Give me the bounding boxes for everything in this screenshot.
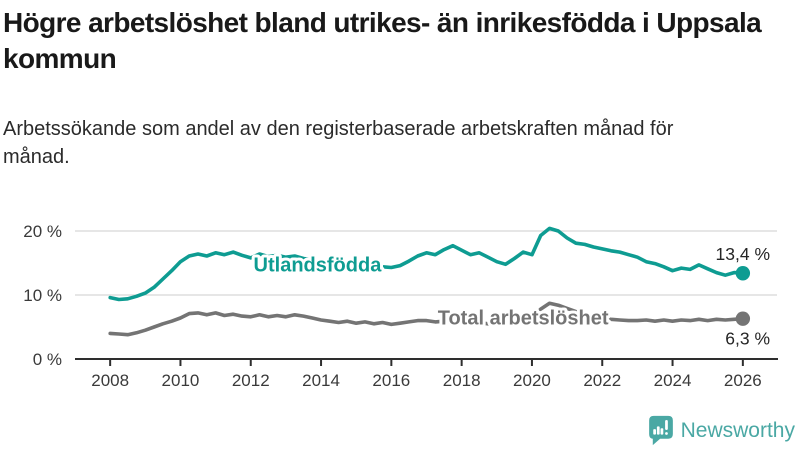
y-tick-label: 10 % — [23, 286, 62, 305]
x-tick-label: 2012 — [232, 371, 270, 390]
x-tick-label: 2014 — [302, 371, 340, 390]
x-tick-label: 2020 — [513, 371, 551, 390]
x-tick-label: 2010 — [162, 371, 200, 390]
series-value-label-utlandsfodda: 13,4 % — [716, 244, 770, 264]
newsworthy-wordmark: Newsworthy — [680, 419, 795, 442]
series-endpoint-utlandsfodda — [735, 266, 751, 281]
line-chart-canvas: 0 % 10 % 20 % Utlandsfödda Total arbetslöshe… — [23, 222, 778, 390]
x-axis: 2008 2010 2012 2014 2016 2018 2020 2022 2024 2026 — [75, 358, 778, 390]
newsworthy-speech-bubble-bar-chart-icon — [648, 415, 673, 446]
x-tick-label: 2018 — [443, 371, 481, 390]
y-tick-label: 20 % — [23, 222, 62, 241]
series-endpoint-total-arbetsloshet — [735, 311, 751, 326]
y-tick-label: 0 % — [33, 350, 62, 369]
chart-subtitle: Arbetssökande som andel av den registerb… — [3, 118, 674, 168]
series-label-utlandsfodda: Utlandsfödda — [254, 254, 383, 276]
x-tick-label: 2022 — [583, 371, 621, 390]
x-tick-label: 2026 — [724, 371, 762, 390]
series-label-total-arbetsloshet: Total arbetslöshet — [438, 307, 609, 329]
x-tick-label: 2008 — [91, 371, 129, 390]
newsworthy-logo[interactable]: Newsworthy — [648, 414, 795, 447]
y-axis-labels: 0 % 10 % 20 % — [23, 222, 62, 369]
series-line-utlandsfodda — [108, 226, 745, 302]
x-tick-label: 2024 — [654, 371, 692, 390]
x-tick-label: 2016 — [372, 371, 410, 390]
chart-title: Högre arbetslöshet bland utrikes- än inr… — [3, 7, 762, 74]
gridlines — [75, 230, 777, 296]
series-value-label-total-arbetsloshet: 6,3 % — [725, 329, 770, 349]
series-line-total-arbetsloshet — [108, 301, 745, 337]
